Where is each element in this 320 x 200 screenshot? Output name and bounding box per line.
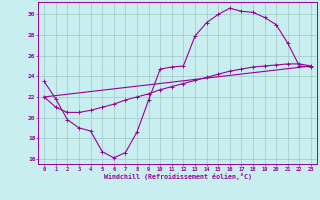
X-axis label: Windchill (Refroidissement éolien,°C): Windchill (Refroidissement éolien,°C) [104, 173, 252, 180]
